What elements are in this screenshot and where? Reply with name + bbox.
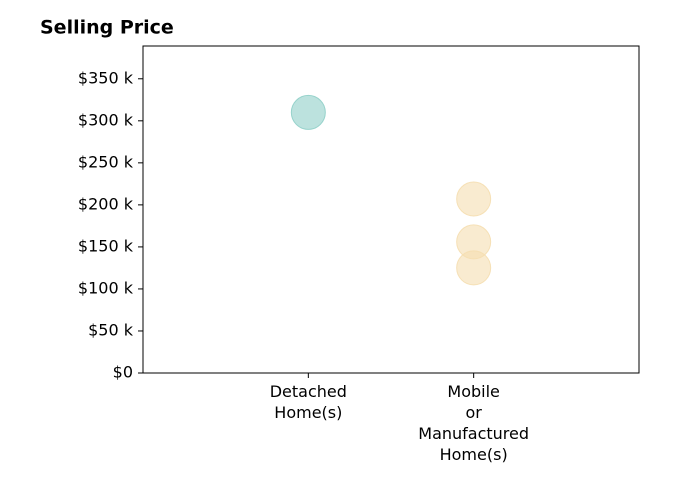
y-tick-label: $150 k: [78, 236, 134, 255]
y-tick-label: $100 k: [78, 278, 134, 297]
x-tick-label: Detached Home(s): [269, 382, 347, 422]
y-tick-label: $0: [113, 363, 133, 382]
plot-frame: [142, 45, 640, 374]
y-tick-label: $350 k: [78, 68, 134, 87]
y-tick-label: $300 k: [78, 110, 134, 129]
y-tick-label: $250 k: [78, 152, 134, 171]
y-tick-label: $200 k: [78, 194, 134, 213]
y-tick-label: $50 k: [88, 320, 134, 339]
point: [290, 94, 326, 130]
point: [456, 250, 492, 286]
point: [456, 181, 492, 217]
x-tick-label: Mobile or Manufactured Home(s): [418, 382, 530, 464]
chart-title: Selling Price: [40, 17, 174, 39]
